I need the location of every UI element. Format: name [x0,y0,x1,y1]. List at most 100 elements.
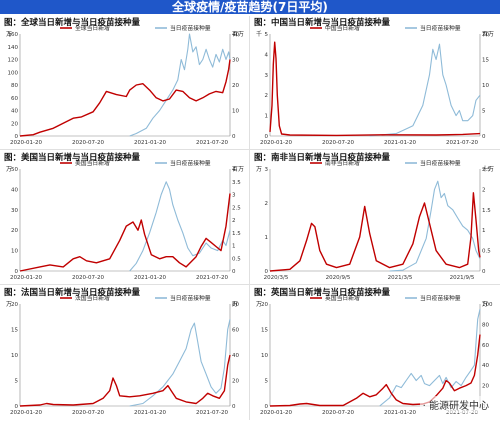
legend-vaccines-label: 当日疫苗接种量 [170,24,211,32]
vaccines-series-line [369,43,481,137]
left-tick-label: 60 [11,96,18,102]
legend-vaccines-label: 当日疫苗接种量 [170,159,211,167]
x-tick-label: 2020-07-20 [322,410,354,416]
legend-cases-label: 法国当日新增 [75,294,110,302]
right-tick-label: 15 [482,58,489,64]
left-tick-label: 15 [11,328,18,334]
right-tick-label: 20 [482,32,489,38]
cases-series-line [269,41,481,137]
chart-title: 图：全球当日新增与当日疫苗接种量 [4,18,141,28]
x-tick-label: 2020-07-20 [72,275,104,281]
right-tick-label: 100 [482,302,493,308]
vaccines-series-line [129,181,231,272]
left-unit-label: 千 [256,30,262,38]
vaccines-series-line [129,319,231,407]
left-tick-label: 5 [265,32,269,38]
right-tick-label: 80 [482,322,489,328]
chart-title: 图：中国当日新增与当日疫苗接种量 [254,18,391,28]
left-tick-label: 100 [8,70,19,76]
left-tick-label: 20 [11,302,18,308]
left-tick-label: 0 [265,404,269,410]
x-tick-label: 2020/3/5 [264,275,289,281]
right-unit-label: 百万 [232,31,244,38]
right-unit-label: 百万 [482,31,494,38]
left-tick-label: 20 [261,302,268,308]
legend-vaccines-label: 当日疫苗接种量 [420,159,461,167]
x-tick-label: 2021-01-20 [134,275,166,281]
left-tick-label: 1 [265,114,269,120]
x-tick-label: 2021-07-20 [196,410,228,416]
x-tick-label: 2021-01-20 [134,410,166,416]
left-tick-label: 0 [15,134,19,140]
chart-svg: 万 百万 0 20 40 60 80 100 120 140 160 0 10 20 30 40 2020-01… [6,24,244,146]
right-tick-label: 2.5 [482,167,491,173]
left-tick-label: 0 [15,269,19,275]
right-tick-label: 0.5 [482,249,491,255]
cases-series-line [269,334,481,407]
left-tick-label: 120 [8,58,19,64]
x-tick-label: 2020-07-20 [72,410,104,416]
left-tick-label: 2 [265,93,269,99]
chart-title: 图：法国当日新增与当日疫苗接种量 [4,288,141,298]
watermark: · 能源研发中心 [419,396,492,413]
right-tick-label: 0 [232,269,236,275]
left-tick-label: 15 [261,328,268,334]
right-tick-label: 60 [482,343,489,349]
vaccines-series-line [379,308,481,407]
france-chart-panel: 图：法国当日新增与当日疫苗接种量 万 万 0 5 10 15 20 0 20 40 60 80 2020… [2,286,248,420]
left-tick-label: 40 [11,109,18,115]
x-tick-label: 2021-01-20 [384,410,416,416]
horizontal-divider [0,149,500,150]
cases-series-line [19,59,231,137]
vaccines-series-line [129,33,231,137]
vertical-divider [249,16,250,420]
x-tick-label: 2020-01-20 [10,275,42,281]
x-tick-label: 2020-01-20 [260,140,292,146]
legend-cases-label: 南非当日新增 [325,159,360,167]
right-tick-label: 2.5 [232,205,241,211]
x-tick-label: 2021/9/5 [450,275,475,281]
left-tick-label: 0 [15,404,19,410]
right-tick-label: 3 [232,193,236,199]
legend-vaccines-label: 当日疫苗接种量 [420,294,461,302]
chart-svg: 万 万 0 5 10 15 20 0 20 40 60 80 2020-01-20 2020-07-20 2… [6,294,239,416]
right-tick-label: 1 [482,228,486,234]
cases-series-line [19,354,231,407]
right-tick-label: 0 [232,134,236,140]
x-tick-label: 2021-07-20 [196,275,228,281]
right-tick-label: 0 [232,404,236,410]
left-unit-label: 万 [256,301,262,308]
south-africa-chart-panel: 图：南非当日新增与当日疫苗接种量 万 十万 0 1 2 3 0 0.5 1 1.5 2 2.5 2020… [252,151,498,285]
x-tick-label: 2020-01-20 [10,410,42,416]
usa-chart-panel: 图：美国当日新增与当日疫苗接种量 万 百万 0 10 20 30 40 50 0 0.5 1 1.5 2… [2,151,248,285]
right-tick-label: 30 [232,58,239,64]
right-tick-label: 10 [232,109,239,115]
legend-cases-label: 中国当日新增 [325,24,360,32]
x-tick-label: 2020/9/5 [326,275,351,281]
cases-series-line [269,192,481,272]
x-tick-label: 2021-07-20 [446,140,478,146]
x-tick-label: 2020-07-20 [72,140,104,146]
chart-svg: 千 百万 0 1 2 3 4 5 0 5 10 15 20 2020-01-20 2020-07-20 202… [256,24,494,146]
left-tick-label: 4 [265,52,269,58]
left-unit-label: 万 [6,31,12,38]
right-tick-label: 40 [232,353,239,359]
x-tick-label: 2021-07-20 [196,140,228,146]
right-tick-label: 1.5 [482,208,491,214]
left-unit-label: 万 [6,301,12,308]
right-tick-label: 3.5 [232,180,241,186]
left-tick-label: 40 [11,187,18,193]
left-tick-label: 5 [15,379,19,385]
right-tick-label: 40 [232,32,239,38]
right-tick-label: 0 [482,269,486,275]
global-chart-panel: 图：全球当日新增与当日疫苗接种量 万百万 0 20 40 60 80 100 120 140 16… [2,16,248,150]
x-tick-label: 2021-01-20 [384,140,416,146]
page-title: 全球疫情/疫苗趋势(7日平均) [0,0,500,14]
chart-title: 图：英国当日新增与当日疫苗接种量 [254,288,391,298]
horizontal-divider [0,284,500,285]
chart-title: 图：美国当日新增与当日疫苗接种量 [4,153,141,163]
right-tick-label: 1.5 [232,231,241,237]
left-tick-label: 1 [265,235,269,241]
right-tick-label: 0.5 [232,256,241,262]
right-tick-label: 40 [482,363,489,369]
